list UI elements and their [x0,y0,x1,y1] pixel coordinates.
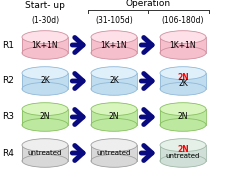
Ellipse shape [91,139,136,152]
Ellipse shape [22,103,68,116]
Ellipse shape [159,154,205,167]
Ellipse shape [22,31,68,44]
Text: (106-180d): (106-180d) [161,15,203,25]
Text: 2K: 2K [109,77,118,85]
Ellipse shape [159,82,205,95]
Ellipse shape [22,46,68,59]
Bar [159,73,205,89]
Ellipse shape [159,31,205,44]
Text: R1: R1 [2,40,14,50]
Ellipse shape [159,67,205,80]
Text: 2N: 2N [39,112,50,122]
Ellipse shape [91,67,136,80]
Ellipse shape [91,31,136,44]
Text: (1-30d): (1-30d) [31,15,59,25]
Text: untreated: untreated [165,153,199,159]
Text: 2N: 2N [177,112,188,122]
Text: Start- up: Start- up [25,2,65,11]
Ellipse shape [91,118,136,131]
Text: R4: R4 [2,149,14,157]
Text: untreated: untreated [96,150,131,156]
Ellipse shape [22,82,68,95]
Text: R3: R3 [2,112,14,122]
Text: 2K: 2K [40,77,50,85]
Text: 2N: 2N [176,145,188,154]
Bar [91,109,136,125]
Ellipse shape [91,154,136,167]
Text: untreated: untreated [28,150,62,156]
Bar [91,37,136,53]
Bar [91,145,136,161]
Ellipse shape [159,103,205,116]
Ellipse shape [22,118,68,131]
Ellipse shape [22,139,68,152]
Bar [159,37,205,53]
Text: Operation: Operation [125,0,170,9]
Ellipse shape [22,67,68,80]
Text: 1K+1N: 1K+1N [100,40,127,50]
Text: 1K+1N: 1K+1N [169,40,195,50]
Ellipse shape [159,46,205,59]
Ellipse shape [159,118,205,131]
Bar [22,73,68,89]
Bar [22,145,68,161]
Text: R2: R2 [2,77,14,85]
Ellipse shape [91,82,136,95]
Ellipse shape [91,46,136,59]
Bar [22,37,68,53]
Text: 2N: 2N [176,73,188,82]
Text: 2N: 2N [108,112,119,122]
Bar [159,145,205,161]
Bar [91,73,136,89]
Ellipse shape [159,139,205,152]
Text: 1K+1N: 1K+1N [32,40,58,50]
Ellipse shape [91,103,136,116]
Text: 2K: 2K [177,79,187,88]
Text: (31-105d): (31-105d) [95,15,132,25]
Bar [22,109,68,125]
Bar [159,109,205,125]
Ellipse shape [22,154,68,167]
